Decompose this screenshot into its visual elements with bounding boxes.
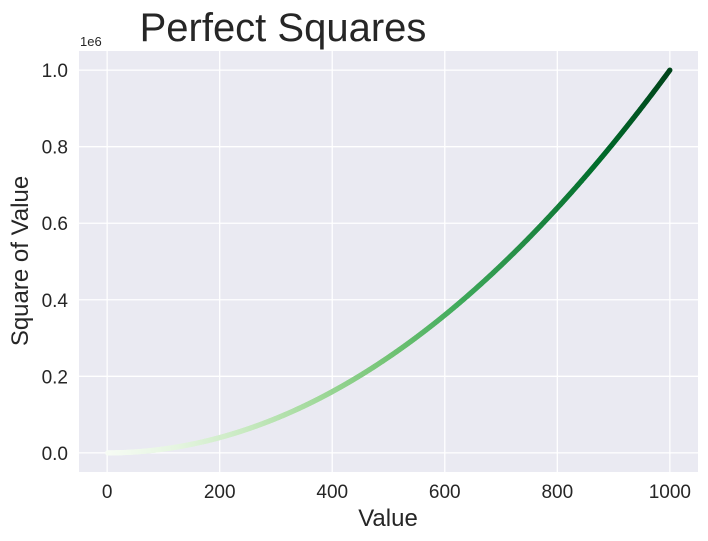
x-tick-label: 200 xyxy=(204,482,236,503)
x-tick-label: 600 xyxy=(429,482,461,503)
x-tick-label: 0 xyxy=(102,482,113,503)
y-axis-offset-label: 1e6 xyxy=(80,34,102,49)
y-tick-label: 0.0 xyxy=(42,444,68,465)
y-tick-label: 0.2 xyxy=(42,367,68,388)
y-axis-label: Square of Value xyxy=(7,176,34,346)
x-tick-label: 400 xyxy=(316,482,348,503)
x-tick-label: 1000 xyxy=(649,482,691,503)
y-tick-label: 1.0 xyxy=(42,61,68,82)
series-squares xyxy=(105,67,673,456)
plot-area xyxy=(79,51,698,472)
y-tick-label: 0.8 xyxy=(42,138,68,159)
grid xyxy=(79,51,698,472)
x-axis: 0 200 400 600 800 1000 xyxy=(102,482,691,503)
chart-title: Perfect Squares xyxy=(140,6,427,50)
y-axis: 0.0 0.2 0.4 0.6 0.8 1.0 xyxy=(42,61,69,465)
x-axis-label: Value xyxy=(358,505,418,532)
y-tick-label: 0.4 xyxy=(42,291,69,312)
y-tick-label: 0.6 xyxy=(42,214,68,235)
data-point xyxy=(667,67,673,73)
x-tick-label: 800 xyxy=(541,482,573,503)
